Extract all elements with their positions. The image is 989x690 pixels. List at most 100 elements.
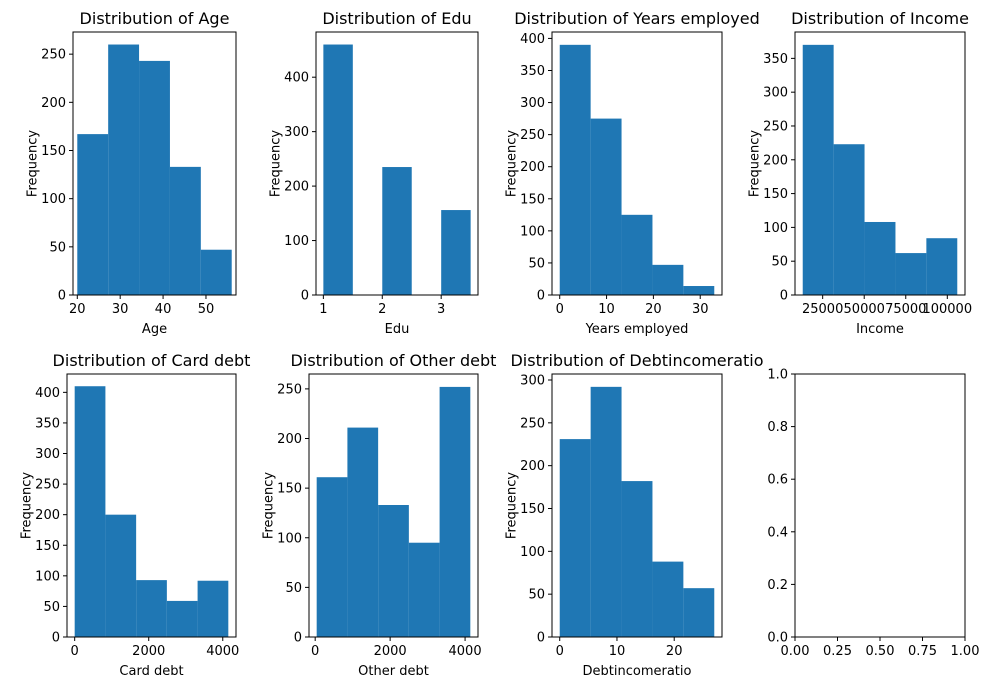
- y-tick-label: 0.8: [767, 420, 788, 435]
- y-tick-label: 300: [763, 86, 788, 101]
- histogram-bar: [139, 60, 170, 296]
- y-tick-label: 300: [35, 447, 60, 462]
- y-tick-label: 50: [771, 255, 788, 270]
- x-tick-label: 30: [112, 302, 129, 317]
- y-tick-label: 250: [520, 128, 545, 143]
- y-tick-label: 200: [41, 96, 66, 111]
- subplot-title: Distribution of Age: [80, 9, 230, 28]
- y-tick-label: 0: [537, 289, 545, 304]
- x-tick-label: 2000: [374, 644, 407, 659]
- y-axis-label: Frequency: [25, 130, 40, 197]
- histogram-bar: [621, 481, 653, 637]
- histogram-bar: [169, 166, 201, 295]
- x-axis-label: Income: [856, 322, 904, 337]
- histogram-bar: [323, 44, 353, 296]
- histogram-bar: [166, 600, 198, 637]
- y-tick-label: 300: [520, 96, 545, 111]
- histogram-bar: [108, 44, 140, 296]
- y-tick-label: 400: [35, 386, 60, 401]
- subplot-title: Distribution of Years employed: [514, 9, 760, 28]
- histogram-bar: [77, 134, 109, 295]
- y-tick-label: 250: [520, 416, 545, 431]
- y-tick-label: 0: [58, 289, 66, 304]
- x-axis-label: Other debt: [358, 664, 429, 679]
- y-tick-label: 400: [284, 71, 309, 86]
- y-tick-label: 0: [294, 631, 302, 646]
- x-tick-label: 4000: [449, 644, 482, 659]
- subplot-title: Distribution of Other debt: [291, 351, 497, 370]
- histogram-bar: [559, 44, 591, 295]
- subplot-8: 0.00 0.25 0.50 0.75 1.00 0.0 0.2 0.4 0.6 0.8 1.0: [767, 368, 979, 660]
- x-axis-label: Age: [142, 322, 167, 337]
- histogram-bar: [347, 427, 379, 637]
- y-tick-label: 100: [520, 224, 545, 239]
- y-tick-label: 0: [52, 631, 60, 646]
- histogram-bar: [652, 561, 684, 637]
- histogram-bar: [683, 588, 715, 637]
- y-tick-label: 400: [520, 32, 545, 47]
- y-tick-label: 150: [520, 502, 545, 517]
- subplot-6: 0 2000 4000 0 50 100 150 200 250 Distribution of …: [261, 351, 496, 679]
- y-tick-label: 100: [520, 545, 545, 560]
- x-axis-label: Debtincomeratio: [583, 664, 692, 679]
- y-tick-label: 150: [277, 482, 302, 497]
- y-tick-label: 100: [277, 531, 302, 546]
- y-tick-label: 200: [284, 180, 309, 195]
- x-tick-label: 10: [609, 644, 626, 659]
- y-tick-label: 150: [41, 144, 66, 159]
- y-tick-label: 300: [284, 125, 309, 140]
- y-tick-label: 1.0: [767, 368, 788, 383]
- subplot-title: Distribution of Edu: [322, 9, 471, 28]
- axes-frame: [315, 31, 479, 296]
- histogram-bar: [559, 439, 591, 637]
- x-tick-label: 2: [378, 302, 386, 317]
- x-tick-label: 0.00: [781, 644, 810, 659]
- axes-frame: [551, 31, 723, 296]
- y-tick-label: 50: [528, 588, 545, 603]
- y-axis-label: Frequency: [261, 472, 276, 539]
- axes-frame: [72, 31, 237, 296]
- x-tick-label: 3: [437, 302, 445, 317]
- histogram-bar: [683, 286, 715, 295]
- histogram-bar: [408, 542, 440, 637]
- y-tick-label: 200: [520, 459, 545, 474]
- x-tick-label: 40: [155, 302, 172, 317]
- y-tick-label: 150: [35, 539, 60, 554]
- y-tick-label: 250: [41, 48, 66, 63]
- y-axis-label: Frequency: [747, 130, 762, 197]
- x-tick-label: 20: [666, 644, 683, 659]
- y-tick-label: 0.4: [767, 525, 788, 540]
- histogram-bar: [105, 514, 137, 637]
- y-tick-label: 350: [35, 416, 60, 431]
- y-tick-label: 50: [285, 581, 302, 596]
- subplot-1: 20 30 40 50 0 50 100 150 200 250 Distribution of A…: [25, 9, 237, 337]
- x-axis-label: Years employed: [585, 322, 689, 337]
- y-tick-label: 100: [284, 234, 309, 249]
- axes-frame: [308, 373, 479, 638]
- x-tick-label: 75000: [885, 302, 926, 317]
- x-tick-label: 1.00: [951, 644, 980, 659]
- subplot-2: 1 2 3 0 100 200 300 400 Distribution of Edu Edu Fr…: [268, 9, 479, 337]
- histogram-bar: [926, 238, 958, 295]
- y-tick-label: 0.6: [767, 473, 788, 488]
- y-axis-label: Frequency: [504, 472, 519, 539]
- histogram-bar: [74, 386, 106, 637]
- x-tick-label: 4000: [206, 644, 239, 659]
- x-tick-label: 30: [692, 302, 709, 317]
- histogram-bar: [652, 264, 684, 295]
- histogram-bar: [590, 118, 622, 295]
- x-tick-label: 0: [71, 644, 79, 659]
- subplot-title: Distribution of Card debt: [53, 351, 251, 370]
- y-tick-label: 0.0: [767, 631, 788, 646]
- x-axis-label: Edu: [385, 322, 410, 337]
- axes-frame: [551, 373, 723, 638]
- y-tick-label: 350: [520, 64, 545, 79]
- histogram-bar: [590, 386, 622, 637]
- y-tick-label: 50: [528, 256, 545, 271]
- y-tick-label: 100: [35, 569, 60, 584]
- subplot-3: 0 10 20 30050100150200250300350400Distribut…: [504, 9, 759, 337]
- x-tick-label: 20: [69, 302, 86, 317]
- y-tick-label: 50: [43, 600, 60, 615]
